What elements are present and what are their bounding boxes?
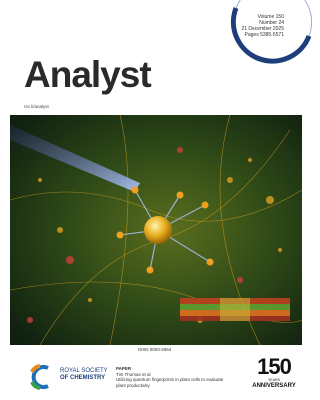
publisher: ROYAL SOCIETY OF CHEMISTRY: [60, 368, 108, 382]
anniversary-logo: 150 YEARS ANNIVERSARY: [252, 356, 296, 390]
anniversary-label: ANNIVERSARY: [252, 382, 296, 390]
article-title: Utilizing quantum fingerprints in plant …: [116, 377, 226, 388]
pages: Pages 5385-5571: [245, 32, 284, 38]
publisher-line: ROYAL SOCIETY: [60, 368, 108, 375]
journal-title: Analyst: [24, 54, 151, 96]
anniversary-number: 150: [252, 356, 296, 378]
featured-article: PAPER Tim Thomas et al Utilizing quantum…: [116, 366, 226, 388]
issn: ISSN 0003-2654: [138, 347, 171, 352]
journal-cover: Volume 150 Number 24 21 December 2025 Pa…: [0, 0, 312, 400]
journal-url: rsc.li/analyst: [24, 104, 49, 109]
publisher-line: OF CHEMISTRY: [60, 375, 108, 382]
